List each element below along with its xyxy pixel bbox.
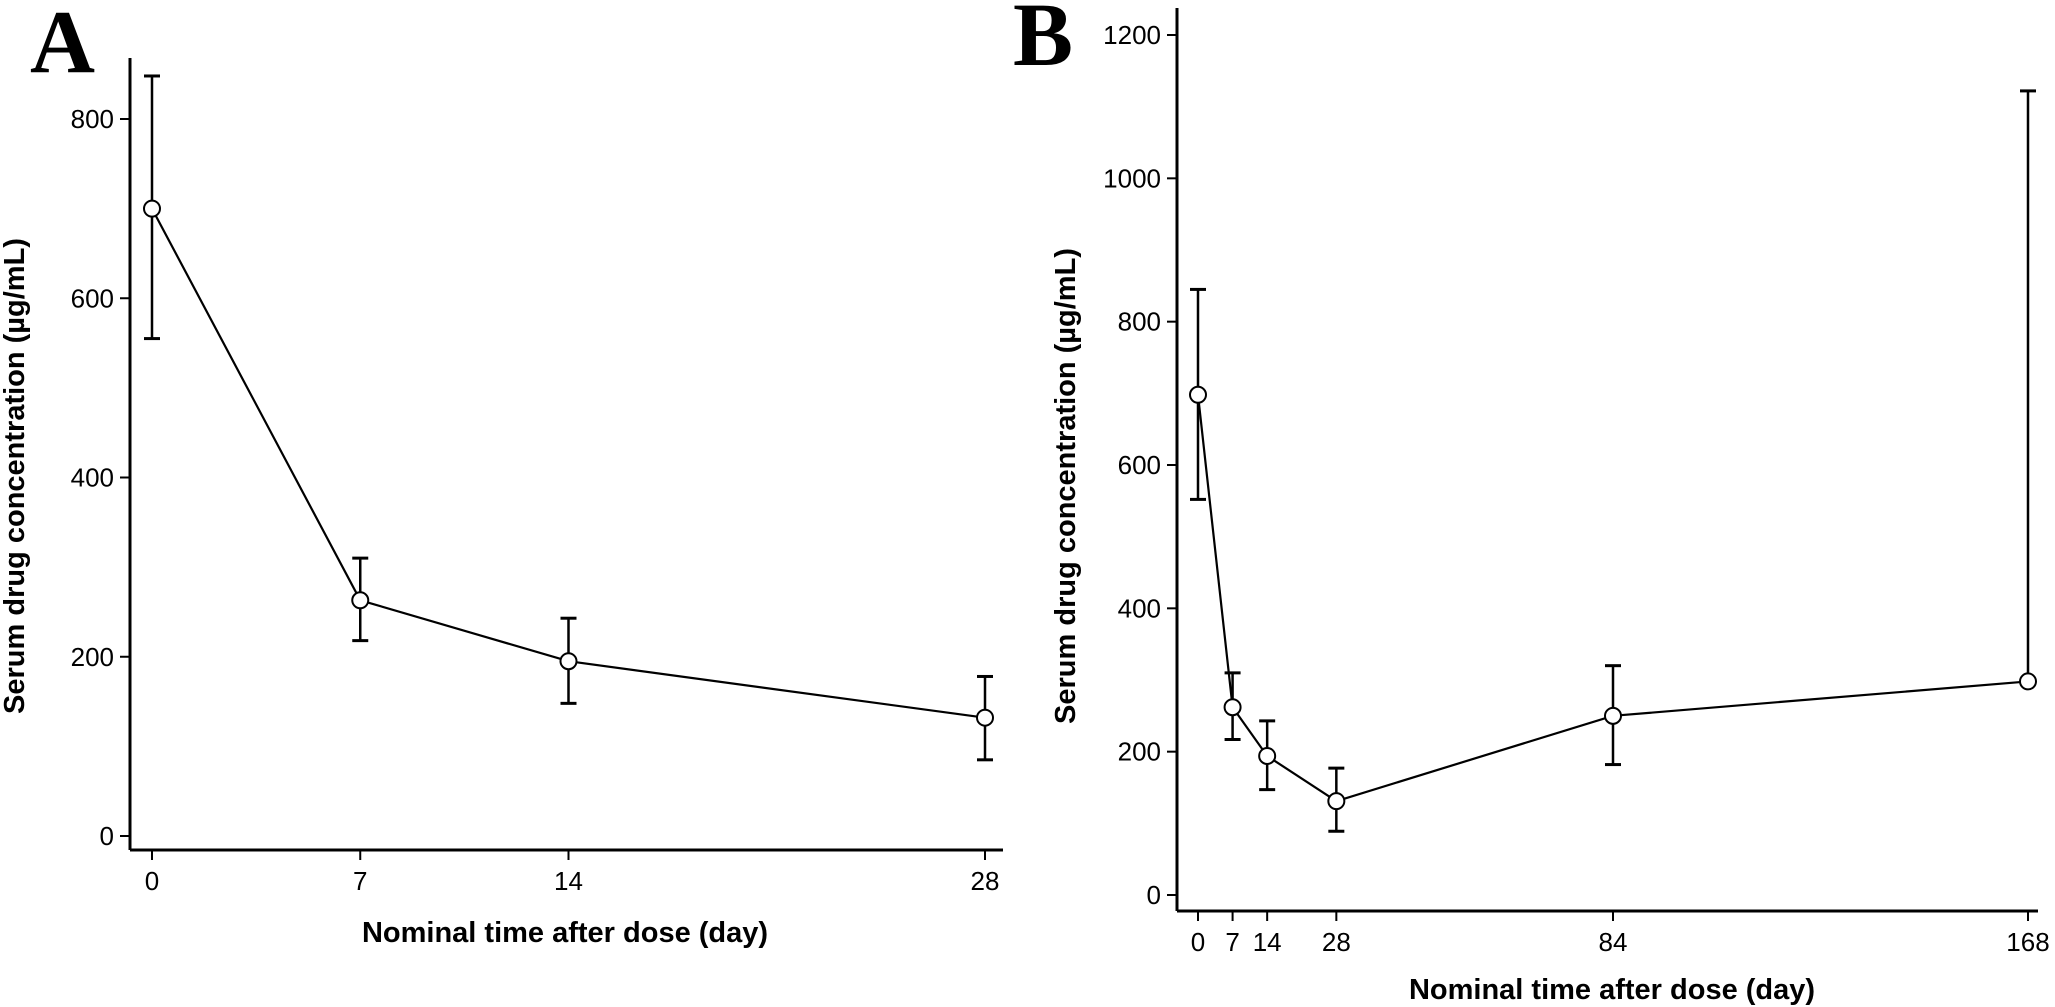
panel-b-y-tick-label: 0 — [1147, 880, 1161, 910]
panel-a-x-tick-label: 28 — [971, 866, 1000, 896]
panel-a-y-axis-label: Serum drug concentration (µg/mL) — [0, 238, 31, 714]
panel-a-data-point — [976, 708, 994, 727]
panel-b-x-tick-label: 7 — [1225, 927, 1239, 957]
panel-b-data-point — [1189, 385, 1207, 404]
panel-a: A 0 200 400 600 800 0 7 14 28 Nominal time after… — [0, 0, 1003, 949]
panel-b-plot-area — [1189, 89, 2037, 833]
panel-b-x-tick-label: 168 — [2006, 927, 2049, 957]
panel-b-y-tick-label: 200 — [1118, 737, 1161, 767]
panel-a-data-point — [559, 652, 578, 671]
panel-a-data-point — [351, 591, 370, 610]
panel-a-x-tick-label: 7 — [353, 866, 367, 896]
panel-b-data-point — [1258, 746, 1277, 765]
panel-a-letter: A — [30, 0, 95, 92]
panel-b-data-point — [1223, 698, 1242, 717]
panel-b-x-tick-label: 0 — [1191, 927, 1205, 957]
panel-b-y-tick-label: 600 — [1118, 450, 1161, 480]
panel-b-y-tick-label: 400 — [1118, 593, 1161, 623]
panel-b-data-point — [1327, 792, 1346, 811]
panel-b-x-tick-label: 84 — [1599, 927, 1628, 957]
panel-a-series-line — [151, 208, 986, 719]
panel-b-series-line — [1196, 394, 2029, 803]
panel-a-x-tick-label: 14 — [554, 866, 583, 896]
panel-b-y-tick-label: 800 — [1118, 307, 1161, 337]
panel-b-x-tick-label: 14 — [1253, 927, 1282, 957]
panel-a-y-tick-label: 200 — [71, 642, 114, 672]
panel-b-letter: B — [1013, 0, 1073, 85]
panel-b-y-tick-label: 1000 — [1103, 163, 1161, 193]
panel-b-x-axis-label: Nominal time after dose (day) — [1409, 974, 1815, 1006]
panel-a-axes: 0 200 400 600 800 0 7 14 28 — [71, 58, 1003, 896]
panel-a-y-tick-label: 0 — [100, 821, 114, 851]
panel-b-data-point — [2019, 672, 2037, 691]
panel-a-y-tick-label: 600 — [71, 283, 114, 313]
panel-b-x-tick-label: 28 — [1322, 927, 1351, 957]
panel-b-data-point — [1604, 706, 1622, 725]
panel-a-plot-area — [143, 74, 994, 762]
panel-a-data-point — [143, 199, 161, 218]
panel-a-x-tick-label: 0 — [145, 866, 159, 896]
panel-a-y-tick-label: 400 — [71, 463, 114, 493]
panel-b-y-axis-label: Serum drug concentration (µg/mL) — [1050, 248, 1082, 724]
panel-b-y-tick-label: 1200 — [1103, 20, 1161, 50]
panel-a-x-axis-label: Nominal time after dose (day) — [362, 917, 768, 949]
panel-a-y-tick-label: 800 — [71, 104, 114, 134]
